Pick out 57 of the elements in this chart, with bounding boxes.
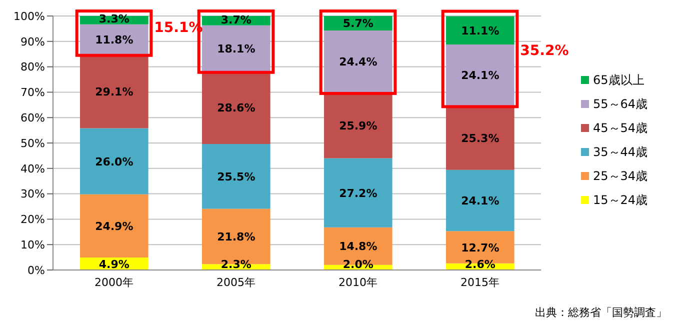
bar bbox=[324, 30, 392, 92]
y-tick-label: 40% bbox=[20, 162, 45, 176]
legend-label: 25～34歳 bbox=[593, 168, 648, 184]
x-tick-label: 2010年 bbox=[338, 276, 378, 289]
y-tick-label: 60% bbox=[20, 112, 45, 125]
y-tick-label: 0% bbox=[28, 264, 45, 277]
data-label: 24.4% bbox=[339, 55, 378, 68]
y-tick-label: 30% bbox=[20, 188, 45, 201]
data-label: 4.9% bbox=[98, 258, 130, 271]
bar bbox=[446, 44, 514, 106]
data-label: 26.0% bbox=[95, 155, 134, 168]
data-label: 12.7% bbox=[461, 241, 500, 254]
data-label: 27.2% bbox=[339, 186, 378, 200]
data-label: 3.7% bbox=[220, 13, 252, 26]
data-label: 29.1% bbox=[95, 85, 134, 98]
bar bbox=[80, 24, 148, 54]
legend-label: 45～54歳 bbox=[593, 120, 648, 136]
bar bbox=[324, 158, 392, 228]
data-label: 18.1% bbox=[217, 42, 256, 56]
data-label: 24.1% bbox=[461, 194, 500, 208]
source-note: 出典：総務省「国勢調査」 bbox=[535, 306, 667, 319]
annotation: 35.2% bbox=[520, 42, 569, 59]
y-tick-label: 80% bbox=[20, 60, 45, 74]
data-label: 2.0% bbox=[342, 258, 374, 271]
data-label: 28.6% bbox=[217, 102, 256, 115]
legend-label: 65歳以上 bbox=[593, 72, 644, 88]
data-label: 11.8% bbox=[95, 33, 134, 46]
bar bbox=[80, 194, 148, 258]
data-label: 25.5% bbox=[217, 170, 256, 184]
y-tick-label: 20% bbox=[20, 213, 45, 226]
bar bbox=[446, 16, 514, 44]
legend-label: 15～24歳 bbox=[593, 192, 648, 208]
bar bbox=[80, 128, 148, 194]
data-label: 11.1% bbox=[461, 24, 500, 38]
x-tick-label: 2015年 bbox=[460, 276, 500, 289]
y-tick-label: 50% bbox=[20, 136, 45, 150]
data-label: 24.9% bbox=[95, 220, 134, 233]
x-tick-label: 2005年 bbox=[216, 276, 256, 289]
data-label: 25.3% bbox=[461, 132, 500, 145]
data-label: 25.9% bbox=[339, 119, 378, 132]
data-label: 3.3% bbox=[98, 12, 130, 26]
legend-label: 35～44歳 bbox=[593, 144, 648, 160]
y-tick-label: 100% bbox=[14, 10, 45, 23]
bar bbox=[202, 144, 270, 209]
data-label: 14.8% bbox=[339, 240, 378, 254]
y-tick-label: 70% bbox=[20, 86, 45, 100]
y-tick-label: 90% bbox=[20, 35, 45, 48]
bar bbox=[446, 170, 514, 232]
data-label: 2.6% bbox=[464, 258, 496, 271]
bar bbox=[202, 25, 270, 72]
data-label: 21.8% bbox=[217, 230, 256, 244]
legend-label: 55～64歳 bbox=[593, 96, 648, 112]
y-tick-label: 10% bbox=[20, 238, 45, 252]
data-label: 24.1% bbox=[461, 69, 500, 82]
x-tick-label: 2000年 bbox=[94, 276, 134, 289]
data-label: 5.7% bbox=[342, 17, 374, 30]
data-label: 2.3% bbox=[220, 258, 252, 271]
